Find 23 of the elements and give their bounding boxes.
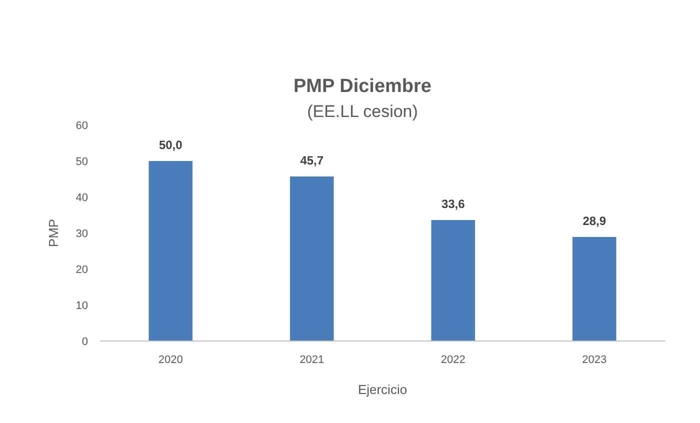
data-label: 45,7 [300, 153, 324, 168]
y-axis-title: PMP [46, 218, 61, 248]
y-tick-label: 40 [76, 192, 88, 204]
x-tick-label: 2022 [440, 354, 466, 366]
x-tick-label: 2023 [582, 354, 607, 366]
x-tick-label: 2020 [158, 354, 183, 366]
y-tick-label: 60 [76, 120, 88, 132]
chart-title: PMP Diciembre [294, 76, 432, 97]
data-label: 33,6 [441, 197, 466, 212]
y-tick-label: 50 [76, 156, 88, 168]
x-tick-label: 2021 [300, 354, 324, 366]
data-label: 50,0 [158, 138, 183, 152]
bar [148, 161, 193, 341]
y-tick-label: 20 [76, 264, 88, 276]
x-axis-title: Ejercicio [358, 382, 408, 397]
data-label: 28,9 [582, 214, 606, 228]
y-tick-label: 0 [82, 336, 88, 348]
chart-subtitle: (EE.LL cesion) [307, 102, 418, 121]
bar [290, 176, 334, 341]
bar [431, 220, 476, 341]
y-tick-label: 10 [76, 300, 88, 312]
y-tick-label: 30 [76, 228, 88, 240]
bar [572, 236, 616, 341]
